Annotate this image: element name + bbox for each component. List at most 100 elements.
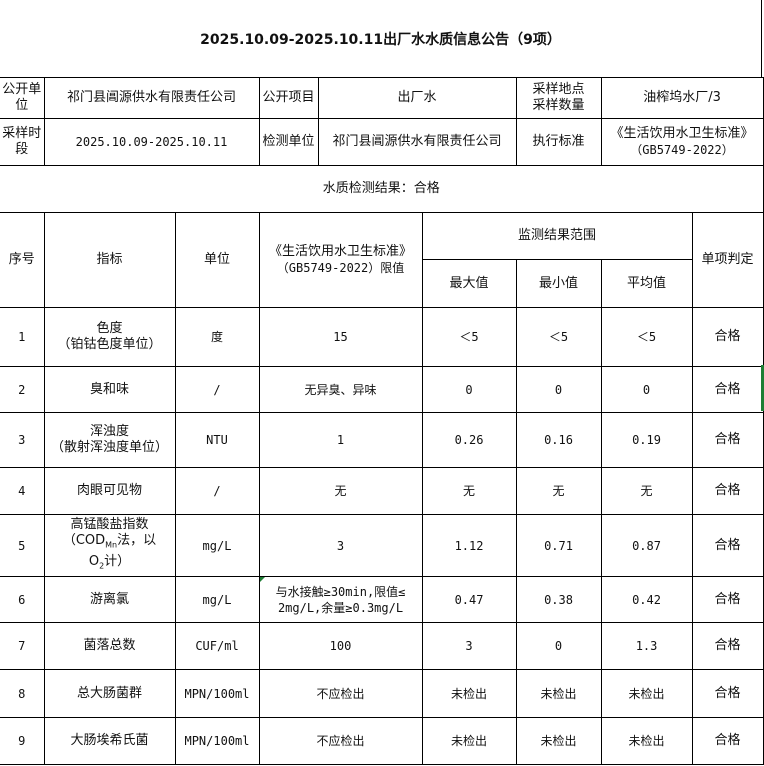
row-no: 6 bbox=[0, 576, 45, 623]
info-row-2: 采样时段 2025.10.09-2025.10.11 检测单位 祁门县阊源供水有… bbox=[0, 118, 764, 166]
limit-line: 与水接触≥30min,限值≤ bbox=[275, 584, 406, 599]
header-avg: 平均值 bbox=[600, 259, 693, 308]
selection-indicator bbox=[761, 365, 764, 411]
table-row: 5 高锰酸盐指数 （CODMn法，以 O2计） mg/L 3 1.12 0.71 0.87 合格 bbox=[0, 514, 764, 577]
standard-code: （GB5749-2022） bbox=[630, 143, 734, 157]
limit-line: 3 bbox=[336, 538, 345, 553]
unit: MPN/100ml bbox=[174, 669, 260, 718]
header-max: 最大值 bbox=[422, 259, 517, 308]
unit: / bbox=[174, 366, 260, 413]
indicator: 肉眼可见物 bbox=[43, 467, 176, 515]
judgement: 合格 bbox=[691, 467, 764, 515]
indicator-name: 高锰酸盐指数 bbox=[70, 516, 149, 532]
row-no: 5 bbox=[0, 514, 45, 577]
test-unit-label: 检测单位 bbox=[258, 118, 319, 166]
max-value: 0 bbox=[421, 366, 517, 413]
min-value: 未检出 bbox=[515, 717, 602, 765]
max-value: 1.12 bbox=[421, 514, 517, 577]
min-value: 0.38 bbox=[515, 576, 602, 623]
indicator-name: 总大肠菌群 bbox=[76, 685, 142, 701]
table-row: 1 色度 （铂钴色度单位）度 15 ＜5 ＜5 ＜5 合格 bbox=[0, 307, 764, 367]
avg-value: 0.87 bbox=[600, 514, 693, 577]
judgement: 合格 bbox=[691, 307, 764, 367]
unit: / bbox=[174, 467, 260, 515]
limit: 100 bbox=[258, 622, 423, 670]
period-label: 采样时段 bbox=[0, 118, 45, 166]
max-value: 3 bbox=[421, 622, 517, 670]
indicator: 菌落总数 bbox=[43, 622, 176, 670]
header-limit-name: 《生活饮用水卫生标准》 bbox=[269, 244, 413, 259]
max-value: 未检出 bbox=[421, 717, 517, 765]
row-no: 1 bbox=[0, 307, 45, 367]
row-no: 3 bbox=[0, 412, 45, 468]
indicator: 色度 （铂钴色度单位） bbox=[43, 307, 176, 367]
sample-site: 油榨坞水厂/3 bbox=[600, 77, 764, 119]
limit: 与水接触≥30min,限值≤ 2mg/L,余量≥0.3mg/L bbox=[258, 576, 423, 623]
min-value: 0 bbox=[515, 366, 602, 413]
indicator: 浑浊度 （散射浑浊度单位） bbox=[43, 412, 176, 468]
indicator-note-a: （COD bbox=[62, 532, 106, 548]
indicator: 高锰酸盐指数 （CODMn法，以 O2计） bbox=[43, 514, 176, 577]
avg-value: 无 bbox=[600, 467, 693, 515]
unit: NTU bbox=[174, 412, 260, 468]
table-row: 7 菌落总数 CUF/ml 100 3 0 1.3 合格 bbox=[0, 622, 764, 670]
min-value: 0 bbox=[515, 622, 602, 670]
info-row-1: 公开单位 祁门县阊源供水有限责任公司 公开项目 出厂水 采样地点采样数量 油榨坞… bbox=[0, 77, 764, 119]
publish-unit-label: 公开单位 bbox=[0, 77, 45, 119]
limit-line: 15 bbox=[333, 330, 348, 344]
limit: 不应检出 bbox=[258, 669, 423, 718]
judgement: 合格 bbox=[691, 669, 764, 718]
comment-marker-icon bbox=[260, 577, 265, 582]
avg-value: 0 bbox=[600, 366, 693, 413]
judgement: 合格 bbox=[691, 717, 764, 765]
unit: 度 bbox=[174, 307, 260, 367]
limit-line: 无 bbox=[334, 484, 347, 498]
indicator-note: （散射浑浊度单位） bbox=[50, 440, 168, 455]
header-limit-code: （GB5749-2022）限值 bbox=[276, 261, 405, 275]
limit-line: 不应检出 bbox=[316, 734, 365, 748]
indicator-note-d: 计） bbox=[104, 553, 131, 569]
standard: 《生活饮用水卫生标准》 （GB5749-2022） bbox=[600, 118, 764, 166]
row-no: 8 bbox=[0, 669, 45, 718]
result-row: 水质检测结果：合格 bbox=[0, 165, 764, 213]
indicator-note: （铂钴色度单位） bbox=[57, 337, 162, 352]
header-unit: 单位 bbox=[174, 212, 260, 308]
min-value: 0.16 bbox=[515, 412, 602, 468]
max-value: 0.47 bbox=[421, 576, 517, 623]
period: 2025.10.09-2025.10.11 bbox=[43, 118, 260, 166]
limit: 1 bbox=[258, 412, 423, 468]
judgement: 合格 bbox=[691, 514, 764, 577]
avg-value: 未检出 bbox=[600, 669, 693, 718]
indicator: 大肠埃希氏菌 bbox=[43, 717, 176, 765]
standard-label: 执行标准 bbox=[515, 118, 602, 166]
row-no: 7 bbox=[0, 622, 45, 670]
limit-line: 无异臭、异味 bbox=[304, 382, 377, 397]
indicator: 总大肠菌群 bbox=[43, 669, 176, 718]
indicator-note-sub: Mn bbox=[105, 540, 118, 550]
table-row: 9 大肠埃希氏菌 MPN/100ml 不应检出 未检出 未检出 未检出 合格 bbox=[0, 717, 764, 765]
indicator-name: 肉眼可见物 bbox=[76, 483, 142, 498]
row-no: 4 bbox=[0, 467, 45, 515]
limit-line-2: 2mg/L,余量≥0.3mg/L bbox=[277, 600, 404, 615]
max-value: ＜5 bbox=[421, 307, 517, 367]
publish-item: 出厂水 bbox=[317, 77, 517, 119]
judgement: 合格 bbox=[691, 622, 764, 670]
unit: mg/L bbox=[174, 514, 260, 577]
standard-name: 《生活饮用水卫生标准》 bbox=[610, 126, 754, 141]
water-quality-table: 公开单位 祁门县阊源供水有限责任公司 公开项目 出厂水 采样地点采样数量 油榨坞… bbox=[0, 77, 764, 765]
table-row: 3 浑浊度 （散射浑浊度单位） NTU 1 0.26 0.16 0.19 合格 bbox=[0, 412, 764, 468]
table-row: 6 游离氯 mg/L 与水接触≥30min,限值≤ 2mg/L,余量≥0.3mg/L 0.… bbox=[0, 576, 764, 623]
table-row: 2 臭和味 / 无异臭、异味 0 0 0 合格 bbox=[0, 366, 764, 413]
header-min: 最小值 bbox=[515, 259, 602, 308]
max-value: 0.26 bbox=[421, 412, 517, 468]
limit: 无异臭、异味 bbox=[258, 366, 423, 413]
limit: 15 bbox=[258, 307, 423, 367]
limit: 不应检出 bbox=[258, 717, 423, 765]
indicator-name: 色度 bbox=[96, 321, 123, 336]
unit: MPN/100ml bbox=[174, 717, 260, 765]
table-row: 4 肉眼可见物 / 无无无无合格 bbox=[0, 467, 764, 515]
indicator-name: 菌落总数 bbox=[83, 638, 136, 653]
max-value: 未检出 bbox=[421, 669, 517, 718]
header-no: 序号 bbox=[0, 212, 45, 308]
publish-item-label: 公开项目 bbox=[258, 77, 319, 119]
